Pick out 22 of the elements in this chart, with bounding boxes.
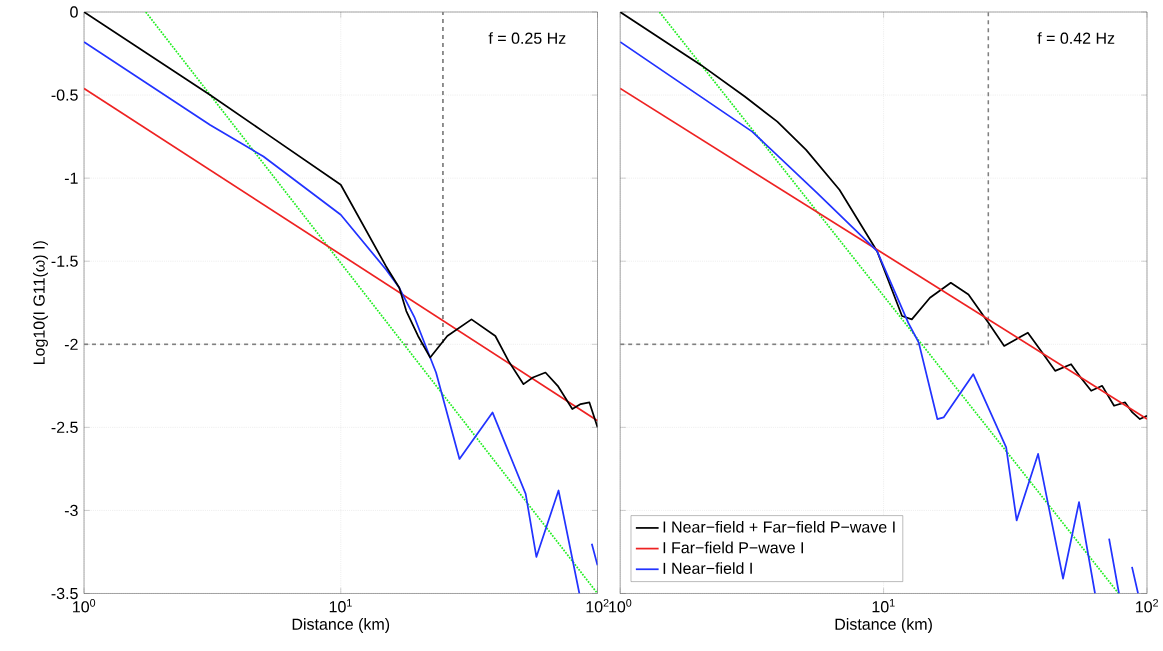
y-tick-label: -0.5	[51, 89, 78, 101]
y-tick-label: 0	[70, 6, 78, 18]
y-tick-label: -3	[64, 504, 78, 517]
x-axis-title: Distance (km)	[292, 618, 390, 634]
x-tick-label: 10$^{1}$	[872, 599, 895, 613]
x-tick-label: 10$^{2}$	[586, 599, 609, 613]
x-tick-label: 10$^{0}$	[73, 599, 96, 613]
x-tick-label: 10$^{2}$	[1136, 599, 1158, 613]
y-tick-label: -1.5	[51, 255, 78, 267]
x-tick-label: 10$^{0}$	[609, 599, 632, 613]
y-tick-label: -3.5	[51, 587, 78, 600]
y-tick-label: -2.5	[51, 421, 78, 434]
x-tick-label: 10$^{1}$	[329, 599, 352, 613]
y-tick-label: -2	[64, 338, 78, 350]
legend-label: I Near−field I	[663, 562, 752, 575]
legend-label: I Far−field P−wave I	[663, 541, 803, 554]
legend-label: I Near−field + Far−field P−wave I	[663, 521, 895, 533]
y-axis-title: Log10(I G11(ω) I)	[33, 241, 48, 365]
annotation: f = 0.42 Hz	[1037, 32, 1115, 44]
y-tick-label: -1	[64, 172, 78, 184]
annotation: f = 0.25 Hz	[488, 32, 566, 44]
x-axis-title: Distance (km)	[835, 618, 932, 634]
